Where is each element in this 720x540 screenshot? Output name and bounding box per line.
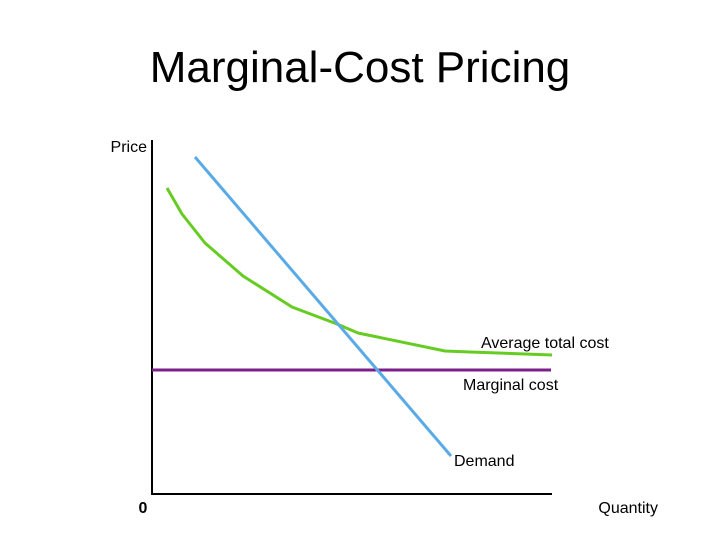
origin-label: 0	[139, 500, 148, 517]
x-axis-label: Quantity	[598, 500, 658, 517]
average-total-cost-curve	[165, 187, 553, 357]
demand-label: Demand	[454, 453, 514, 470]
average-total-cost-label: Average total cost	[481, 335, 609, 352]
y-axis-label: Price	[111, 139, 148, 156]
demand-curve	[193, 156, 453, 457]
slide-title: Marginal-Cost Pricing	[149, 43, 571, 92]
marginal-cost-label: Marginal cost	[463, 377, 559, 394]
